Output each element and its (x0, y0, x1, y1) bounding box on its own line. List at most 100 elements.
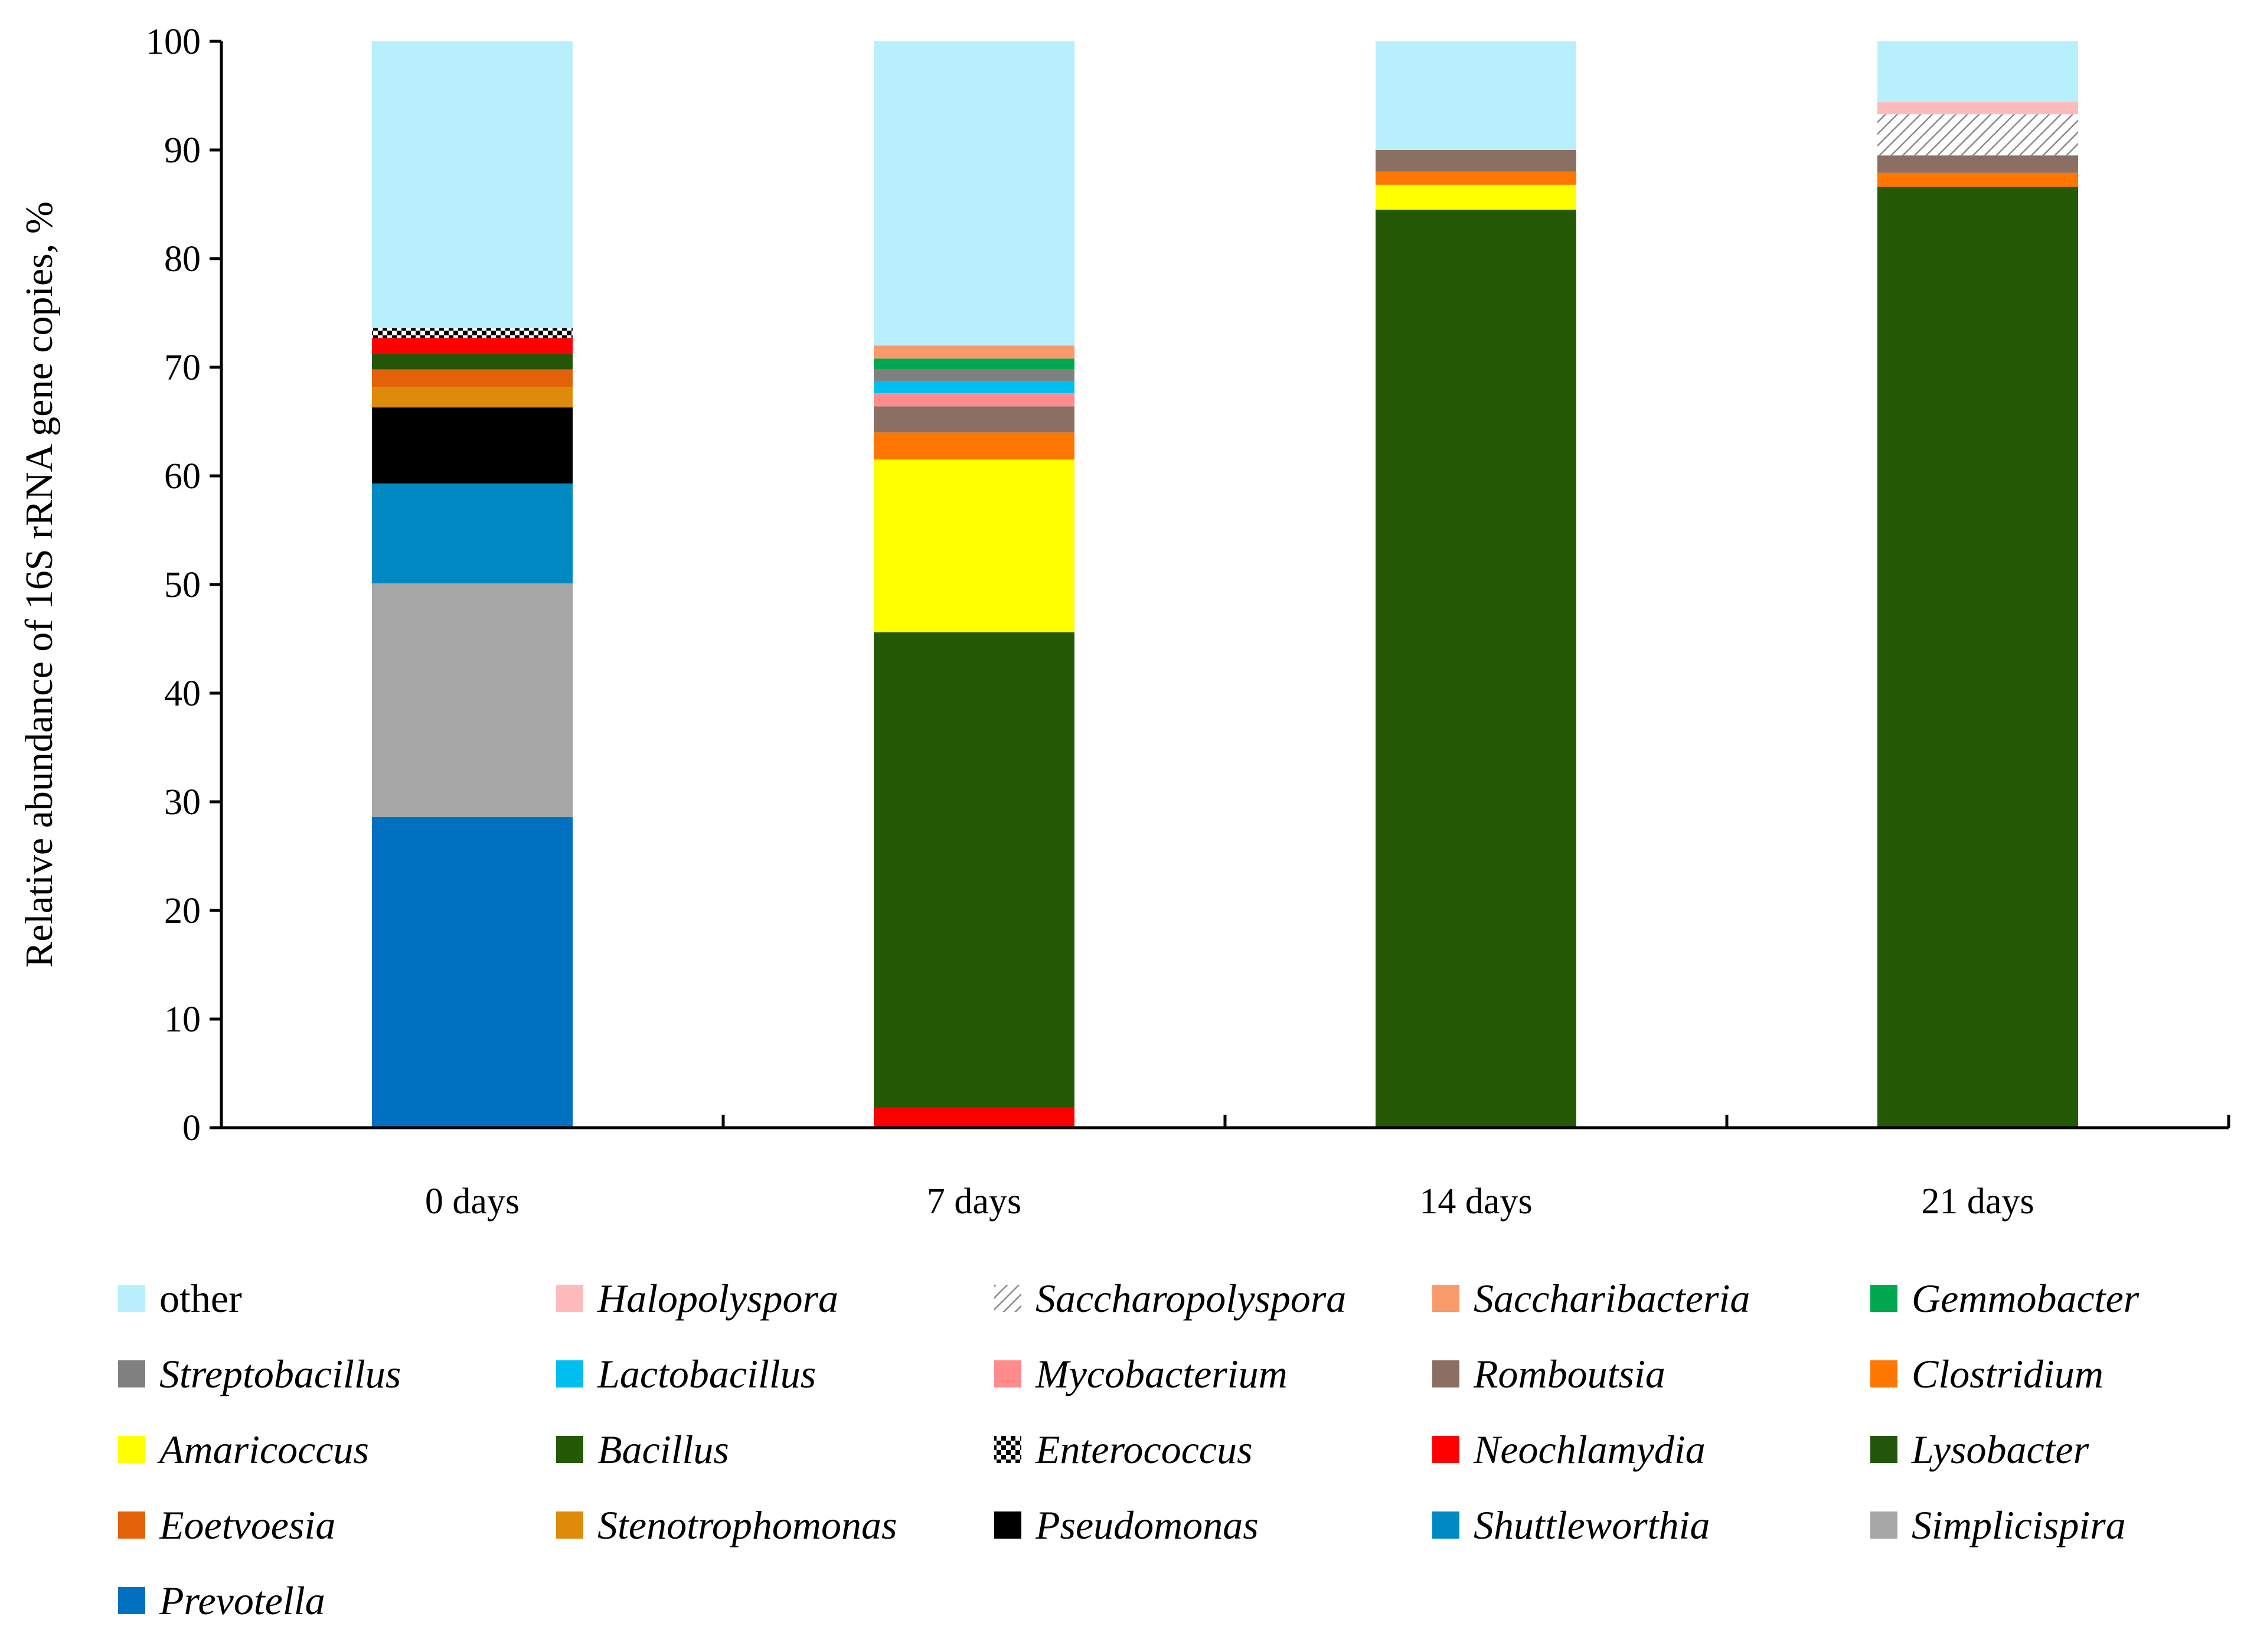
legend-swatch (556, 1511, 583, 1539)
bar-segment-romboutsia-21-days (1877, 155, 2078, 173)
y-tick-label: 20 (164, 891, 201, 931)
legend-swatch (118, 1511, 145, 1539)
legend-label: Amaricoccus (157, 1427, 369, 1472)
legend-label: Lysobacter (1911, 1427, 2089, 1472)
bar-segment-stenotrophomonas-0-days (372, 387, 573, 408)
y-axis-ticks: 0 10 20 30 40 50 60 70 80 90 100 (146, 22, 221, 1148)
legend-swatch (118, 1285, 145, 1312)
bar-segment-pseudomonas-0-days (372, 407, 573, 484)
bar-segment-halopolyspora-21-days (1877, 102, 2078, 115)
legend-swatch (1432, 1511, 1459, 1539)
x-tick-label: 0 days (425, 1181, 520, 1222)
bar-segment-other-14-days (1376, 41, 1576, 150)
bar-segment-eoetvoesia-0-days (372, 369, 573, 387)
legend-item-other: other (118, 1276, 242, 1321)
legend-label: Mycobacterium (1035, 1351, 1288, 1396)
legend-swatch (1432, 1285, 1459, 1312)
y-tick-label: 80 (164, 239, 201, 279)
legend-swatch (556, 1285, 583, 1312)
y-tick-label: 40 (164, 674, 201, 714)
legend-item-amaricoccus: Amaricoccus (118, 1427, 369, 1472)
legend-label: Clostridium (1912, 1351, 2103, 1396)
legend-swatch (1870, 1511, 1897, 1539)
y-tick-label: 0 (182, 1108, 201, 1148)
legend-swatch (994, 1360, 1021, 1387)
bar-segment-neochlamydia-0-days (372, 338, 573, 354)
bar-segment-clostridium-21-days (1877, 172, 2078, 187)
bar-segment-romboutsia-7-days (874, 406, 1074, 433)
legend-item-enterococcus: Enterococcus (994, 1427, 1253, 1472)
legend-label: Streptobacillus (159, 1351, 401, 1396)
bar-segment-other-21-days (1877, 41, 2078, 103)
x-axis-ticks: 0 days 7 days 14 days 21 days (425, 1115, 2230, 1222)
legend-item-clostridium: Clostridium (1870, 1351, 2103, 1396)
bar-segment-gemmobacter-7-days (874, 358, 1074, 370)
legend-swatch (1432, 1360, 1459, 1387)
legend-label: Lactobacillus (597, 1351, 816, 1396)
bar-segments (372, 41, 2078, 1128)
legend-item-prevotella: Prevotella (118, 1578, 325, 1623)
bar-segment-clostridium-14-days (1376, 171, 1576, 185)
legend-label: Gemmobacter (1912, 1276, 2140, 1321)
x-tick-label: 21 days (1921, 1181, 2034, 1222)
legend-item-eoetvoesia: Eoetvoesia (118, 1503, 335, 1547)
legend-swatch (1870, 1436, 1897, 1463)
legend-swatch (118, 1360, 145, 1387)
legend-label: Neochlamydia (1473, 1427, 1706, 1472)
y-tick-label: 100 (146, 22, 201, 62)
legend-item-neochlamydia: Neochlamydia (1432, 1427, 1706, 1472)
y-tick-label: 50 (164, 565, 201, 605)
legend-swatch (118, 1587, 145, 1614)
bar-stack-21-days (1877, 41, 2078, 1128)
legend-label: Enterococcus (1035, 1427, 1253, 1472)
bar-segment-amaricoccus-14-days (1376, 184, 1576, 210)
legend-label: Halopolyspora (597, 1276, 838, 1321)
bar-segment-romboutsia-14-days (1376, 150, 1576, 172)
bar-segment-other-0-days (372, 41, 573, 328)
bar-segment-lysobacter-0-days (372, 354, 573, 370)
y-tick-label: 90 (164, 130, 201, 171)
axes: 0 10 20 30 40 50 60 70 80 90 100 0 days 7 days 14 da… (146, 22, 2230, 1222)
bar-segment-neochlamydia-7-days (874, 1108, 1074, 1128)
y-axis-title: Relative abundance of 16S rRNA gene copi… (18, 201, 61, 968)
y-tick-label: 10 (164, 1000, 201, 1040)
legend-item-saccharopolyspora: Saccharopolyspora (994, 1276, 1346, 1321)
legend-item-pseudomonas: Pseudomonas (994, 1503, 1259, 1547)
legend-item-lysobacter: Lysobacter (1870, 1427, 2089, 1472)
legend-swatch (994, 1436, 1021, 1463)
legend-item-mycobacterium: Mycobacterium (994, 1351, 1288, 1396)
legend-item-streptobacillus: Streptobacillus (118, 1351, 401, 1396)
legend-label: Stenotrophomonas (597, 1503, 897, 1547)
legend-item-halopolyspora: Halopolyspora (556, 1276, 838, 1321)
bar-segment-lactobacillus-7-days (874, 381, 1074, 394)
legend: other Halopolyspora Saccharopolyspora Sacch… (118, 1276, 2140, 1623)
legend-label: Simplicispira (1912, 1503, 2126, 1547)
bar-segment-amaricoccus-7-days (874, 459, 1074, 632)
bar-segment-prevotella-0-days (372, 817, 573, 1128)
legend-label: Saccharopolyspora (1036, 1276, 1346, 1321)
x-tick-label: 14 days (1419, 1181, 1532, 1222)
bar-segment-bacillus-7-days (874, 632, 1074, 1108)
legend-label: Eoetvoesia (159, 1503, 335, 1547)
legend-item-gemmobacter: Gemmobacter (1870, 1276, 2140, 1321)
bar-stack-14-days (1376, 41, 1576, 1128)
bar-stack-7-days (874, 41, 1074, 1128)
bar-segment-shuttleworthia-0-days (372, 483, 573, 584)
bar-segment-streptobacillus-7-days (874, 369, 1074, 381)
legend-item-bacillus: Bacillus (556, 1427, 729, 1472)
legend-label: Pseudomonas (1035, 1503, 1259, 1547)
y-tick-label: 30 (164, 782, 201, 822)
legend-swatch (1870, 1285, 1897, 1312)
legend-label: Prevotella (159, 1578, 325, 1623)
legend-swatch (556, 1436, 583, 1463)
y-tick-label: 60 (164, 456, 201, 497)
legend-swatch (994, 1285, 1021, 1312)
legend-label: Bacillus (597, 1427, 729, 1472)
legend-item-shuttleworthia: Shuttleworthia (1432, 1503, 1710, 1547)
legend-item-simplicispira: Simplicispira (1870, 1503, 2126, 1547)
legend-swatch (118, 1436, 145, 1463)
legend-swatch (1432, 1436, 1459, 1463)
legend-item-lactobacillus: Lactobacillus (556, 1351, 816, 1396)
bar-segment-bacillus-21-days (1877, 187, 2078, 1128)
